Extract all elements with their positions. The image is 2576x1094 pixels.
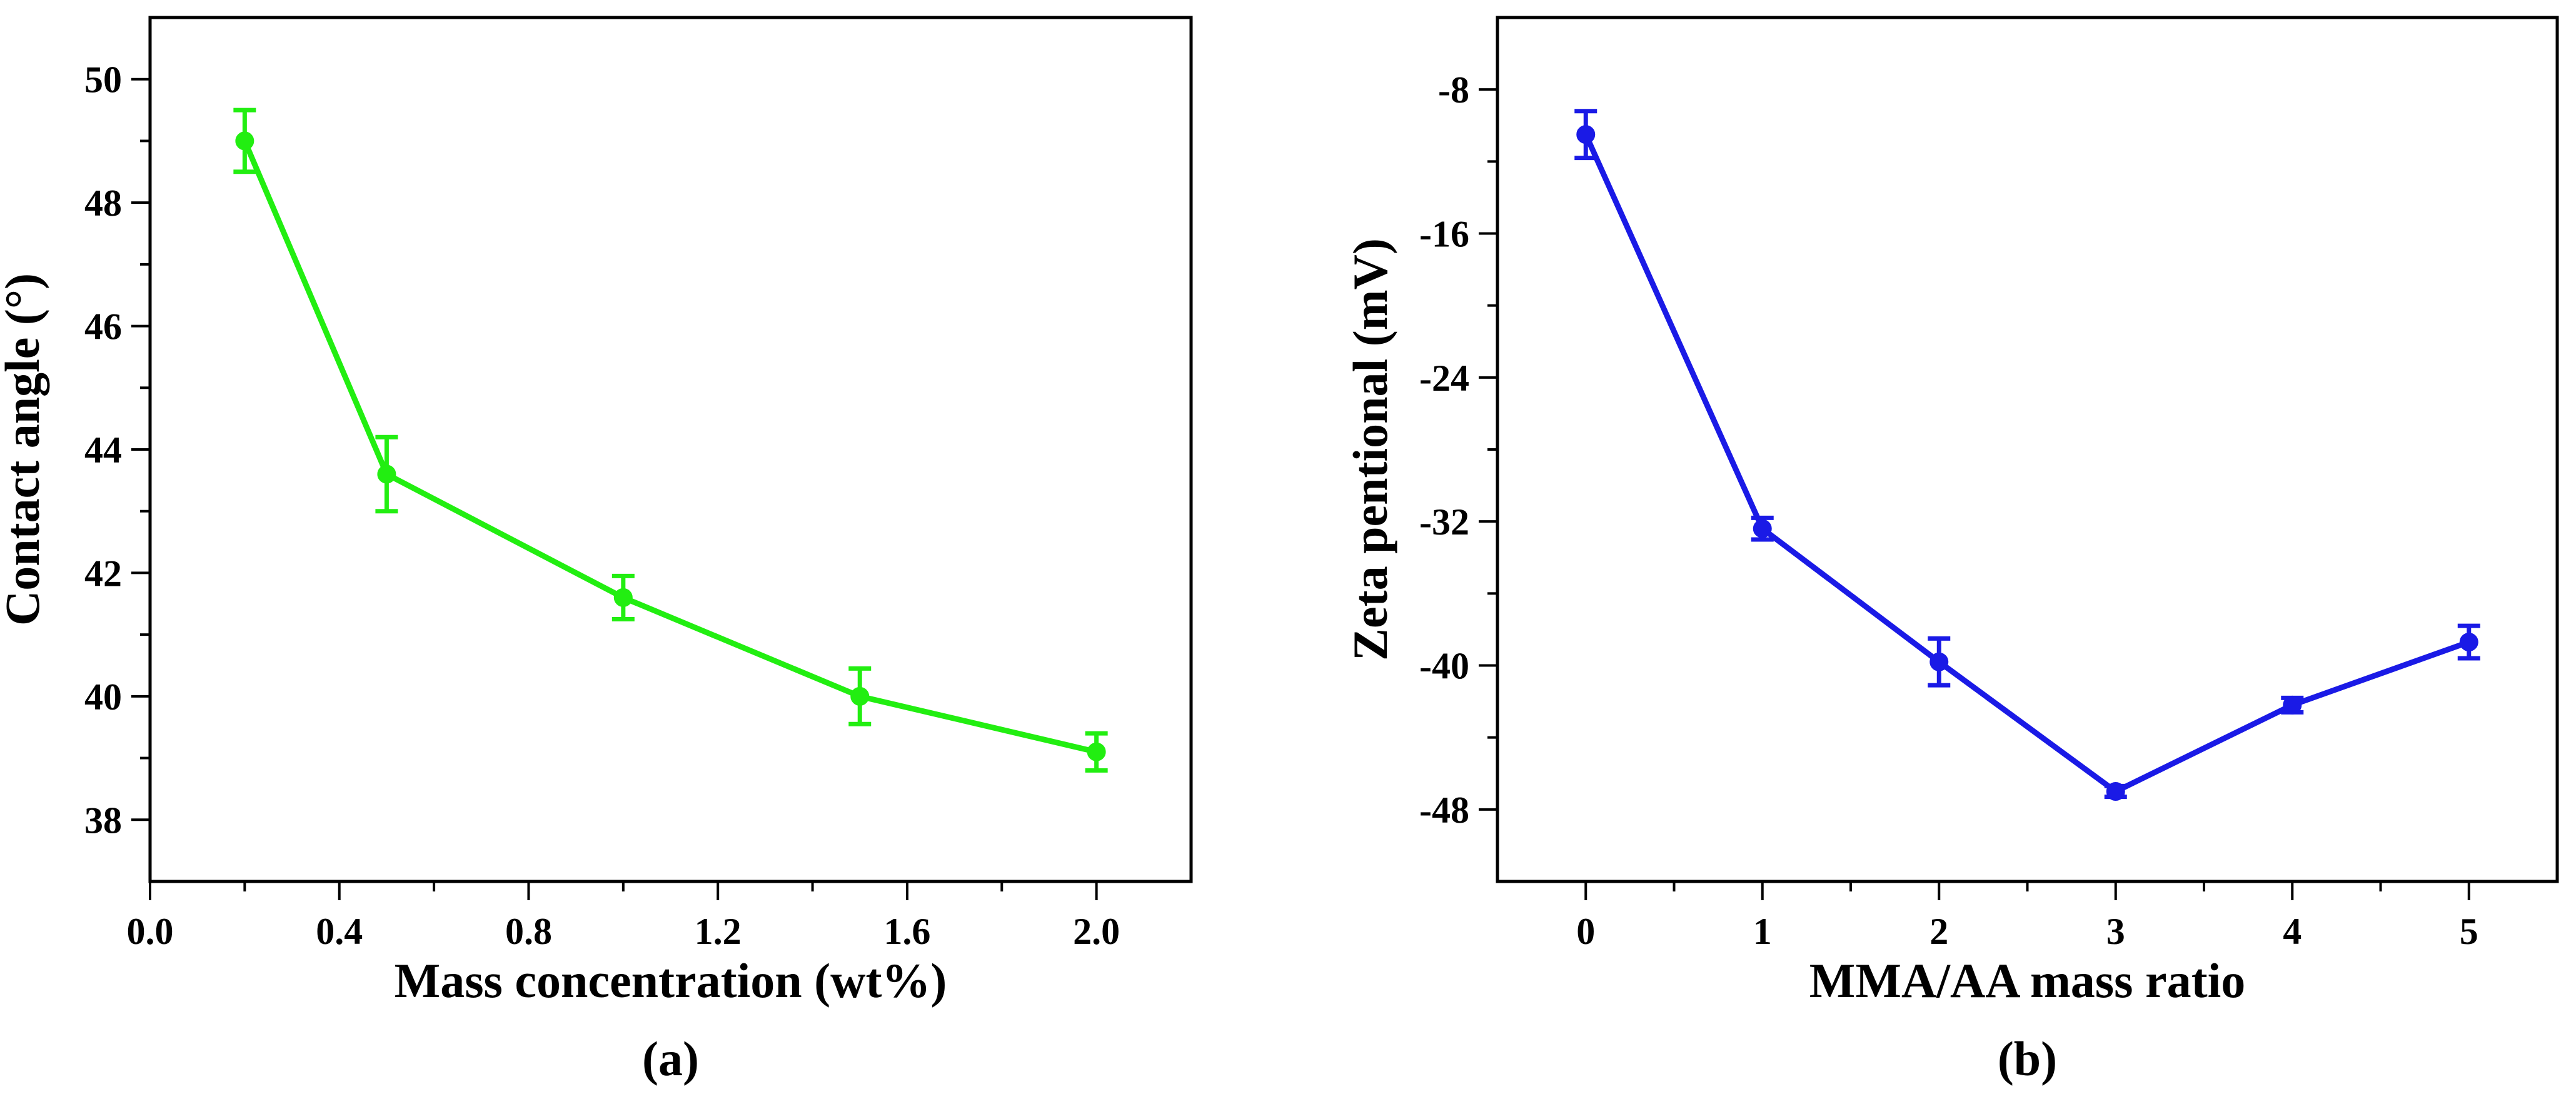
b-y-axis-label: Zeta pentional (mV) [1343,238,1397,661]
b-series-line [1583,133,2470,795]
a-y-tick-label: 38 [84,800,122,841]
b-data-point [2459,633,2478,652]
b-panel-label: (b) [1998,1031,2057,1086]
a-y-axis-label: Contact angle (°) [0,273,49,626]
a-y-tick-label: 44 [84,429,122,471]
b-x-tick-label: 2 [1929,911,1948,952]
a-plot-frame [148,16,1193,883]
a-x-tick-label: 0.8 [505,911,552,952]
b-data-point [2106,782,2125,801]
panel-a-contact-angle-chart: 0.0 0.4 0.8 1.2 1.6 2.0 38 40 42 44 46 48 50 Mass con… [0,16,1193,1086]
a-data-point [850,686,870,706]
b-x-tick-label: 3 [2106,911,2125,952]
b-data-point [1753,519,1772,538]
panel-b-zeta-potential-chart: 0 1 2 3 4 5 -48 -40 -32 -24 -16 -8 MMA/AA mass ratio… [1343,16,2559,1086]
a-y-tick-label: 42 [84,553,122,594]
b-plot-frame [1496,16,2559,883]
b-data-point [2283,695,2302,715]
a-data-point [613,588,633,607]
b-x-axis-label: MMA/AA mass ratio [1809,953,2246,1008]
a-x-tick-label: 2.0 [1073,911,1120,952]
b-data-point [1576,125,1596,144]
b-y-tick-label: -32 [1419,501,1469,543]
a-x-tick-label: 1.2 [695,911,742,952]
a-x-tick-label: 0.4 [316,911,363,952]
b-y-tick-label: -24 [1419,358,1469,399]
a-x-axis-label: Mass concentration (wt%) [395,953,947,1008]
a-series-line [242,139,1097,755]
a-x-tick-label: 0.0 [127,911,174,952]
b-data-point [1929,652,1949,671]
b-y-tick-label: -16 [1419,214,1469,255]
a-x-tick-label: 1.6 [883,911,930,952]
a-y-tick-label: 40 [84,676,122,718]
a-data-point [377,464,396,484]
b-x-tick-label: 4 [2283,911,2302,952]
b-y-tick-label: -40 [1419,646,1469,687]
a-data-point [235,131,254,151]
a-panel-label: (a) [642,1031,699,1086]
a-y-tick-label: 46 [84,306,122,348]
b-x-tick-label: 0 [1576,911,1595,952]
a-y-tick-label: 50 [84,59,122,101]
a-y-tick-label: 48 [84,183,122,224]
b-x-tick-label: 1 [1753,911,1772,952]
b-y-tick-label: -8 [1438,69,1469,111]
a-data-point [1087,742,1106,761]
b-x-tick-label: 5 [2460,911,2478,952]
b-y-tick-label: -48 [1419,790,1469,831]
